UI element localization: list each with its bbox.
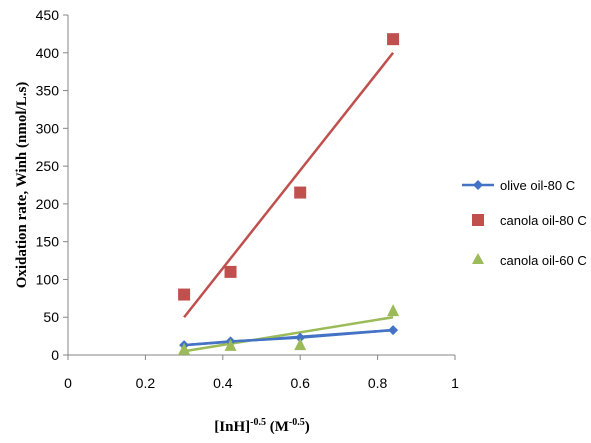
y-axis-label: Oxidation rate, Winh (nmol/L.s) bbox=[14, 82, 30, 289]
legend-olive-label: olive oil-80 C bbox=[500, 178, 575, 193]
y-tick-label: 400 bbox=[36, 45, 60, 61]
legend-olive-diamond-marker bbox=[473, 180, 483, 190]
x-tick-label: 0.6 bbox=[290, 375, 310, 391]
triangle-marker bbox=[387, 304, 400, 317]
legend-canola80-label: canola oil-80 C bbox=[500, 213, 587, 228]
x-axis-label-part1: [InH] bbox=[214, 419, 250, 435]
x-tick-label: 0.4 bbox=[213, 375, 233, 391]
diamond-marker bbox=[388, 325, 399, 336]
y-tick-label: 450 bbox=[36, 7, 60, 23]
y-tick-label: 100 bbox=[36, 271, 60, 287]
square-marker bbox=[224, 265, 237, 278]
x-axis-label-part3: ) bbox=[305, 419, 310, 435]
diamond-marker bbox=[295, 332, 306, 343]
y-tick-label: 0 bbox=[51, 347, 59, 363]
x-axis-label-part2: (M bbox=[266, 419, 289, 435]
legend: olive oil-80 C canola oil-80 C canola oi… bbox=[462, 178, 587, 268]
square-marker bbox=[294, 186, 307, 199]
y-ticks: 0 50 100 150 200 250 300 350 400 450 bbox=[36, 7, 68, 363]
triangle-marker bbox=[178, 342, 191, 355]
trend-lines bbox=[183, 52, 395, 353]
trend-line-series-2 bbox=[183, 315, 394, 353]
x-axis-label: [InH]-0.5 (M-0.5) bbox=[214, 417, 309, 435]
triangle-marker bbox=[294, 338, 307, 351]
legend-item-canola-oil-80c: canola oil-80 C bbox=[472, 213, 587, 228]
legend-canola60-triangle-marker bbox=[472, 253, 484, 264]
legend-canola60-label: canola oil-60 C bbox=[500, 253, 587, 268]
trend-line-series-1 bbox=[183, 52, 395, 318]
triangle-marker bbox=[224, 338, 237, 351]
x-axis-label-part1-exponent: -0.5 bbox=[250, 417, 266, 428]
legend-item-canola-oil-60c: canola oil-60 C bbox=[472, 253, 587, 268]
series-lines bbox=[183, 328, 394, 347]
x-tick-label: 0.8 bbox=[368, 375, 388, 391]
y-tick-label: 150 bbox=[36, 234, 60, 250]
x-tick-label: 0.2 bbox=[136, 375, 156, 391]
y-tick-label: 350 bbox=[36, 83, 60, 99]
square-marker bbox=[178, 288, 191, 301]
y-tick-label: 200 bbox=[36, 196, 60, 212]
legend-canola80-square-marker bbox=[472, 214, 484, 226]
series-line-0 bbox=[183, 328, 394, 347]
y-tick-label: 250 bbox=[36, 158, 60, 174]
y-tick-label: 300 bbox=[36, 120, 60, 136]
x-axis-label-part2-exponent: -0.5 bbox=[289, 417, 305, 428]
x-ticks: 0 0.2 0.4 0.6 0.8 1 bbox=[64, 355, 459, 391]
data-markers bbox=[178, 33, 400, 355]
y-tick-label: 50 bbox=[43, 309, 59, 325]
square-marker bbox=[387, 33, 400, 46]
x-tick-label: 1 bbox=[451, 375, 459, 391]
legend-item-olive-oil-80c: olive oil-80 C bbox=[462, 178, 575, 193]
x-tick-label: 0 bbox=[64, 375, 72, 391]
axes bbox=[67, 15, 455, 356]
